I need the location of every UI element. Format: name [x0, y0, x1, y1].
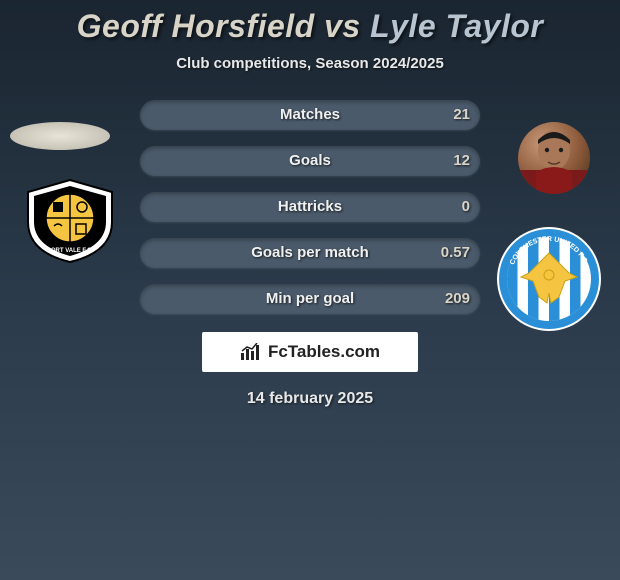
stat-label: Goals [140, 146, 480, 176]
stat-value-right: 12 [453, 146, 470, 176]
stat-row: Matches 21 [140, 100, 480, 130]
stat-value-right: 21 [453, 100, 470, 130]
stat-row: Hattricks 0 [140, 192, 480, 222]
stat-label: Matches [140, 100, 480, 130]
branding-text: FcTables.com [268, 342, 380, 362]
stat-value-right: 209 [445, 284, 470, 314]
stats-area: Matches 21 Goals 12 Hattricks 0 Goals pe… [0, 100, 620, 314]
stat-label: Hattricks [140, 192, 480, 222]
comparison-title: Geoff Horsfield vs Lyle Taylor [0, 0, 620, 45]
bars-icon [240, 343, 262, 361]
player1-name: Geoff Horsfield [77, 8, 315, 44]
subtitle: Club competitions, Season 2024/2025 [0, 55, 620, 72]
stat-row: Goals per match 0.57 [140, 238, 480, 268]
branding-box: FcTables.com [202, 332, 418, 372]
stat-value-right: 0.57 [441, 238, 470, 268]
player2-name: Lyle Taylor [370, 8, 543, 44]
stat-label: Min per goal [140, 284, 480, 314]
stat-row: Goals 12 [140, 146, 480, 176]
stat-row: Min per goal 209 [140, 284, 480, 314]
infographic-date: 14 february 2025 [0, 390, 620, 408]
stat-label: Goals per match [140, 238, 480, 268]
stat-value-right: 0 [462, 192, 470, 222]
title-vs: vs [324, 8, 361, 44]
